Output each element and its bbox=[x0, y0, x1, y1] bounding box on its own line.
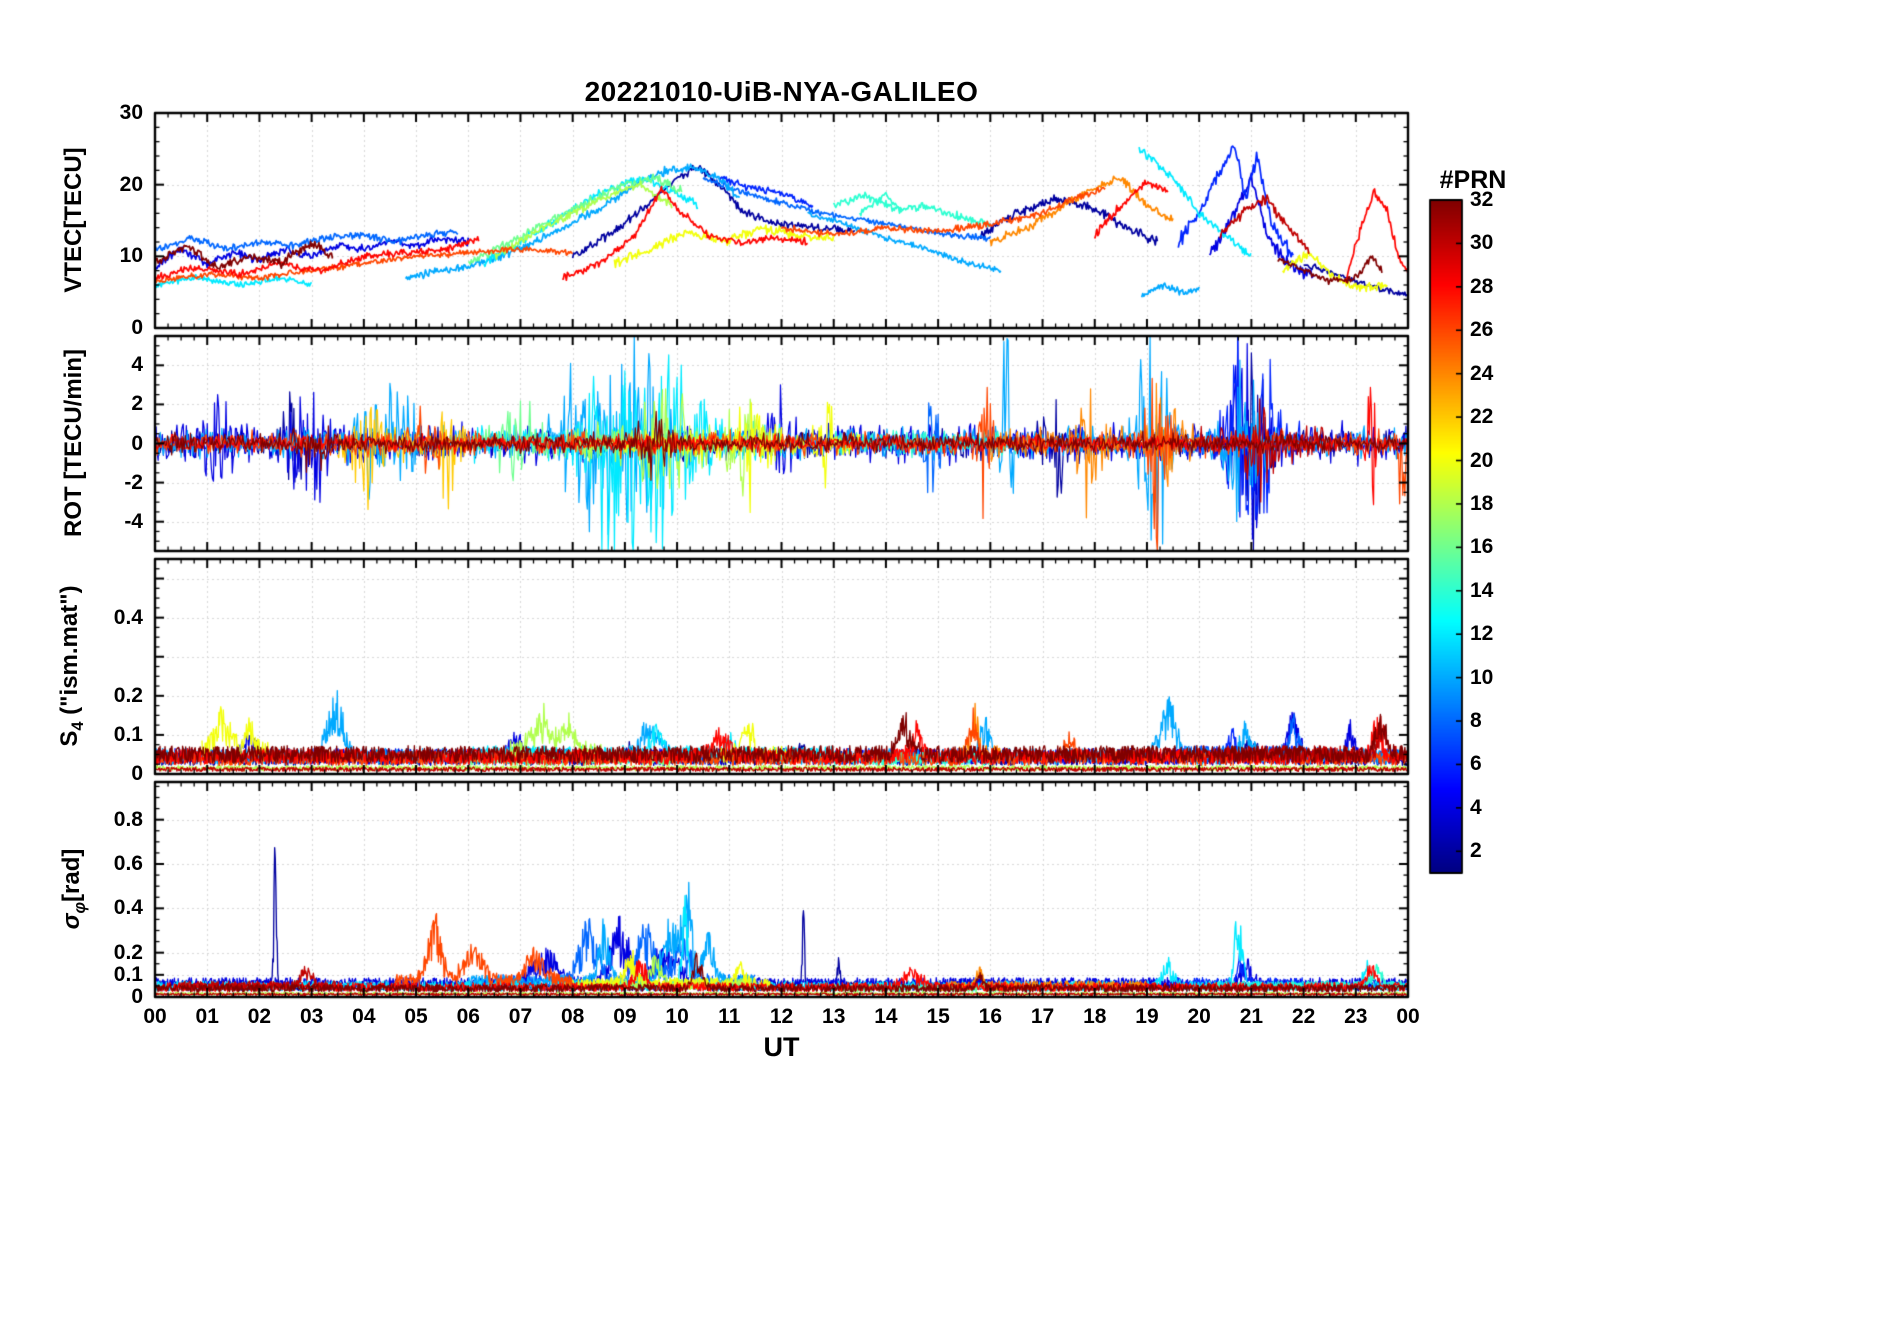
x-tick-label: 12 bbox=[769, 1005, 794, 1028]
y-axis-label-vtec-text: VTEC[TECU] bbox=[60, 147, 87, 293]
x-tick-label: 09 bbox=[613, 1005, 637, 1028]
y-tick-label: 0 bbox=[131, 985, 143, 1008]
colorbar-tick-label: 28 bbox=[1470, 274, 1494, 298]
x-tick-label: 19 bbox=[1135, 1005, 1159, 1028]
x-tick-label: 15 bbox=[926, 1005, 950, 1028]
x-tick-label: 04 bbox=[352, 1005, 376, 1028]
x-tick-label: 08 bbox=[560, 1005, 585, 1028]
y-axis-label-s4-post: ("ism.mat") bbox=[56, 585, 84, 722]
x-tick-label: 01 bbox=[195, 1005, 219, 1028]
colorbar-tick-label: 14 bbox=[1470, 578, 1494, 602]
colorbar-tick-label: 20 bbox=[1470, 448, 1494, 472]
y-axis-label-sigma: σ bbox=[58, 913, 86, 930]
y-tick-label: 20 bbox=[119, 172, 143, 196]
y-tick-label: 0 bbox=[131, 762, 143, 785]
y-tick-label: -2 bbox=[124, 470, 143, 494]
y-tick-label: 0 bbox=[131, 316, 143, 339]
colorbar-tick-label: 18 bbox=[1470, 491, 1494, 515]
colorbar-tick-label: 12 bbox=[1470, 622, 1494, 646]
x-tick-label: 23 bbox=[1344, 1005, 1368, 1028]
x-tick-label: 17 bbox=[1030, 1005, 1055, 1028]
colorbar-tick-label: 10 bbox=[1470, 665, 1494, 689]
x-tick-label: 20 bbox=[1187, 1005, 1211, 1028]
y-tick-label: 0.4 bbox=[113, 605, 143, 629]
x-tick-label: 06 bbox=[456, 1005, 480, 1028]
y-tick-label: 10 bbox=[119, 244, 143, 268]
x-tick-label: 10 bbox=[665, 1005, 689, 1028]
y-tick-label: 0.6 bbox=[113, 852, 143, 875]
chart-title: 20221010-UiB-NYA-GALILEO bbox=[584, 76, 979, 107]
x-tick-label: 13 bbox=[822, 1005, 846, 1028]
x-tick-label: 11 bbox=[718, 1005, 741, 1028]
y-tick-label: 0.2 bbox=[113, 940, 143, 964]
y-axis-label-rad: [rad] bbox=[58, 848, 86, 902]
y-tick-label: 2 bbox=[131, 392, 143, 416]
colorbar-tick-label: 24 bbox=[1470, 361, 1494, 385]
y-tick-label: -4 bbox=[124, 509, 143, 533]
x-tick-label: 18 bbox=[1083, 1005, 1107, 1028]
y-tick-label: 0.4 bbox=[113, 896, 143, 920]
x-tick-label: 02 bbox=[247, 1005, 272, 1028]
x-tick-label: 03 bbox=[299, 1005, 324, 1028]
x-tick-label: 22 bbox=[1291, 1005, 1316, 1028]
y-tick-label: 0.2 bbox=[113, 683, 143, 707]
y-axis-label-vtec: VTEC[TECU] bbox=[60, 147, 88, 292]
y-tick-label: 0.8 bbox=[113, 807, 143, 831]
y-tick-label: 0 bbox=[131, 431, 143, 455]
x-tick-label: 00 bbox=[1396, 1005, 1420, 1028]
colorbar-tick-label: 4 bbox=[1470, 795, 1482, 819]
y-tick-label: 0.1 bbox=[113, 722, 143, 746]
x-tick-label: 00 bbox=[143, 1005, 167, 1028]
colorbar-tick-label: 22 bbox=[1470, 405, 1494, 429]
y-tick-label: 30 bbox=[119, 101, 143, 124]
y-axis-label-s4-pre: S bbox=[56, 730, 84, 747]
y-tick-label: 4 bbox=[131, 353, 143, 377]
x-tick-label: 21 bbox=[1239, 1005, 1264, 1028]
x-tick-label: 05 bbox=[404, 1005, 428, 1028]
colorbar-tick-label: 30 bbox=[1470, 231, 1494, 255]
colorbar-tick-label: 2 bbox=[1470, 839, 1482, 863]
x-axis-label: UT bbox=[763, 1032, 800, 1062]
x-tick-label: 14 bbox=[874, 1005, 898, 1028]
colorbar-title: #PRN bbox=[1439, 166, 1507, 194]
x-tick-label: 07 bbox=[508, 1005, 533, 1028]
y-tick-label: 0.1 bbox=[113, 962, 143, 986]
colorbar-tick-label: 16 bbox=[1470, 535, 1494, 559]
colorbar-tick-label: 6 bbox=[1470, 752, 1482, 776]
x-tick-label: 16 bbox=[978, 1005, 1002, 1028]
colorbar-tick-label: 26 bbox=[1470, 318, 1494, 342]
colorbar-tick-label: 8 bbox=[1470, 709, 1482, 733]
colorbar-tick-label: 32 bbox=[1470, 188, 1494, 211]
